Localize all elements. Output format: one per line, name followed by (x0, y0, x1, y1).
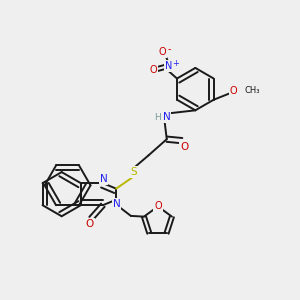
Text: N: N (100, 174, 107, 184)
Text: N: N (113, 199, 121, 209)
Text: O: O (180, 142, 189, 152)
Text: O: O (230, 86, 238, 96)
Text: H: H (154, 112, 160, 122)
Text: O: O (158, 47, 166, 57)
Text: S: S (130, 167, 137, 177)
Text: CH₃: CH₃ (245, 86, 260, 95)
Text: O: O (154, 202, 162, 212)
Text: O: O (150, 65, 157, 75)
Text: N: N (165, 61, 172, 71)
Text: +: + (172, 59, 178, 68)
Text: N: N (163, 112, 171, 122)
Text: -: - (168, 44, 171, 54)
Text: O: O (85, 219, 94, 229)
